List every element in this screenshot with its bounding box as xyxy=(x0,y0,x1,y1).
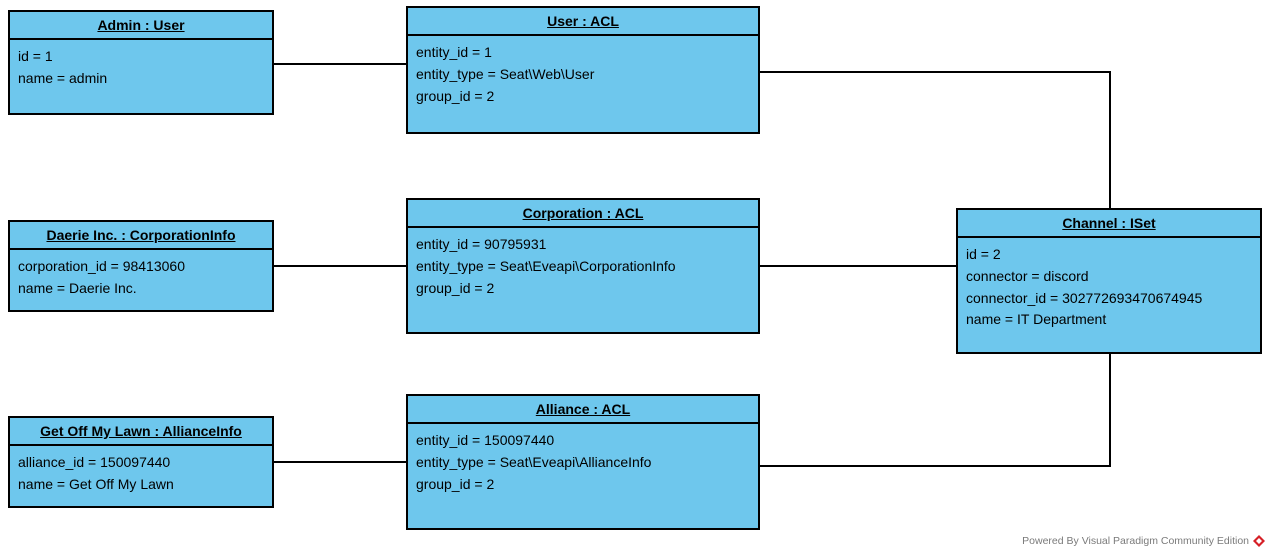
node-title: Alliance : ACL xyxy=(408,396,758,424)
attr-row: entity_type = Seat\Eveapi\CorporationInf… xyxy=(416,256,750,278)
node-corporation-acl: Corporation : ACL entity_id = 90795931 e… xyxy=(406,198,760,334)
node-title: Corporation : ACL xyxy=(408,200,758,228)
node-title: Channel : ISet xyxy=(958,210,1260,238)
node-body: entity_id = 90795931 entity_type = Seat\… xyxy=(408,228,758,332)
node-alliance-acl: Alliance : ACL entity_id = 150097440 ent… xyxy=(406,394,760,530)
attr-row: id = 1 xyxy=(18,46,264,68)
brand-diamond-icon xyxy=(1253,535,1265,547)
edge xyxy=(760,72,1110,208)
edge xyxy=(760,354,1110,466)
footer-text: Powered By Visual Paradigm Community Edi… xyxy=(1022,535,1249,547)
attr-row: entity_id = 1 xyxy=(416,42,750,64)
node-lawn-allianceinfo: Get Off My Lawn : AllianceInfo alliance_… xyxy=(8,416,274,508)
node-user-acl: User : ACL entity_id = 1 entity_type = S… xyxy=(406,6,760,134)
node-daerie-corporationinfo: Daerie Inc. : CorporationInfo corporatio… xyxy=(8,220,274,312)
attr-row: name = IT Department xyxy=(966,309,1252,331)
attr-row: name = Get Off My Lawn xyxy=(18,474,264,496)
node-body: corporation_id = 98413060 name = Daerie … xyxy=(10,250,272,310)
node-title: User : ACL xyxy=(408,8,758,36)
node-body: entity_id = 1 entity_type = Seat\Web\Use… xyxy=(408,36,758,132)
attr-row: corporation_id = 98413060 xyxy=(18,256,264,278)
attr-row: connector = discord xyxy=(966,266,1252,288)
node-body: alliance_id = 150097440 name = Get Off M… xyxy=(10,446,272,506)
node-body: id = 2 connector = discord connector_id … xyxy=(958,238,1260,352)
attr-row: group_id = 2 xyxy=(416,278,750,300)
attr-row: id = 2 xyxy=(966,244,1252,266)
node-channel-iset: Channel : ISet id = 2 connector = discor… xyxy=(956,208,1262,354)
attr-row: name = Daerie Inc. xyxy=(18,278,264,300)
attr-row: entity_id = 150097440 xyxy=(416,430,750,452)
node-title: Get Off My Lawn : AllianceInfo xyxy=(10,418,272,446)
attr-row: entity_type = Seat\Web\User xyxy=(416,64,750,86)
attr-row: entity_id = 90795931 xyxy=(416,234,750,256)
footer-branding: Powered By Visual Paradigm Community Edi… xyxy=(1022,535,1265,547)
node-body: id = 1 name = admin xyxy=(10,40,272,113)
attr-row: connector_id = 302772693470674945 xyxy=(966,288,1252,310)
node-admin-user: Admin : User id = 1 name = admin xyxy=(8,10,274,115)
attr-row: group_id = 2 xyxy=(416,86,750,108)
node-title: Admin : User xyxy=(10,12,272,40)
diagram-canvas: Admin : User id = 1 name = admin User : … xyxy=(0,0,1271,551)
node-body: entity_id = 150097440 entity_type = Seat… xyxy=(408,424,758,528)
attr-row: entity_type = Seat\Eveapi\AllianceInfo xyxy=(416,452,750,474)
attr-row: name = admin xyxy=(18,68,264,90)
attr-row: alliance_id = 150097440 xyxy=(18,452,264,474)
node-title: Daerie Inc. : CorporationInfo xyxy=(10,222,272,250)
attr-row: group_id = 2 xyxy=(416,474,750,496)
